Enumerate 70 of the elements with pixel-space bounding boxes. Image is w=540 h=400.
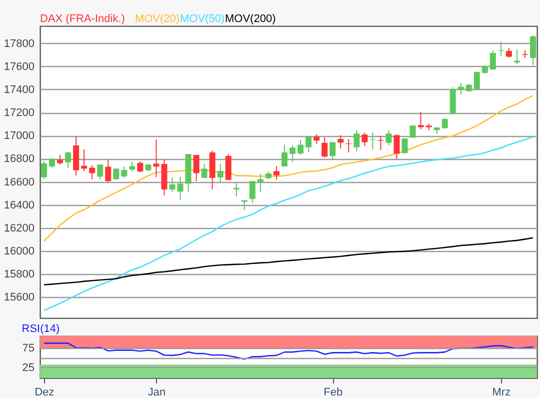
- candlestick: [137, 160, 144, 173]
- candlestick: [169, 176, 176, 192]
- candlestick: [201, 163, 208, 178]
- candlestick: [450, 86, 456, 114]
- y-tick-label: 15800: [4, 268, 34, 281]
- candlestick: [394, 134, 400, 160]
- text: MOV(50): [180, 13, 225, 25]
- line-series: [43, 342, 534, 360]
- candlestick: [386, 130, 392, 146]
- candlestick: [177, 176, 184, 200]
- y-tick-label: 17600: [4, 60, 34, 73]
- x-tick-label: Feb: [324, 386, 343, 398]
- candlestick: [193, 154, 200, 182]
- candlestick: [153, 139, 160, 178]
- x-tick-label: Mrz: [492, 386, 511, 398]
- candlestick: [225, 153, 232, 181]
- candlestick: [506, 48, 512, 58]
- candlestick: [89, 164, 96, 180]
- candlestick: [298, 139, 304, 156]
- candlestick: [290, 144, 296, 162]
- candlestick: [322, 136, 328, 158]
- candlestick: [314, 134, 320, 144]
- candlestick: [362, 132, 368, 147]
- y-tick-label: 17800: [4, 38, 34, 50]
- candlestick: [354, 130, 360, 152]
- y-tick-label: 16400: [4, 199, 34, 212]
- y-tick-label: 16200: [4, 222, 34, 234]
- candlestick: [233, 182, 240, 197]
- candlestick: [330, 142, 336, 160]
- candlestick: [49, 158, 56, 168]
- candlestick: [514, 49, 520, 65]
- y-tick-label: 75: [22, 342, 34, 354]
- text: MOV(20): [134, 13, 180, 25]
- candlestick: [306, 136, 312, 153]
- y-tick-label: 17400: [4, 84, 34, 96]
- candlestick: [418, 111, 424, 130]
- candlestick: [105, 159, 112, 183]
- y-tick-label: 16600: [4, 176, 34, 188]
- candlestick: [121, 166, 128, 178]
- candlestick: [410, 124, 416, 138]
- y-tick-label: 16000: [4, 246, 34, 258]
- y-tick-label: 17200: [4, 107, 34, 120]
- y-tick-label: 17000: [4, 130, 34, 142]
- candlestick: [338, 134, 344, 150]
- y-tick-label: 15600: [4, 292, 34, 304]
- candlestick: [458, 82, 464, 95]
- line-series: [43, 94, 534, 242]
- text: DAX (FRA-Indik.): [40, 13, 125, 25]
- candlestick: [474, 70, 480, 90]
- candlestick: [129, 161, 136, 172]
- line-series: [43, 136, 534, 312]
- x-tick-label: Jan: [148, 386, 166, 398]
- y-tick-label: 16800: [4, 153, 34, 166]
- candlestick: [41, 160, 48, 180]
- candlestick: [217, 163, 224, 183]
- candlestick: [273, 166, 280, 180]
- line-series: [43, 237, 534, 286]
- candlestick: [530, 34, 536, 66]
- candlestick: [490, 50, 496, 70]
- candlestick: [281, 144, 288, 167]
- candlestick: [442, 117, 448, 130]
- x-tick-label: Dez: [34, 386, 54, 398]
- text: MOV(200): [225, 13, 276, 25]
- candlestick: [113, 168, 120, 180]
- candlestick: [65, 151, 72, 169]
- candlestick: [402, 138, 408, 154]
- candlestick: [97, 164, 104, 180]
- chart-title: RSI(14): [22, 323, 60, 335]
- candlestick: [249, 180, 256, 204]
- y-tick-label: 25: [22, 362, 34, 374]
